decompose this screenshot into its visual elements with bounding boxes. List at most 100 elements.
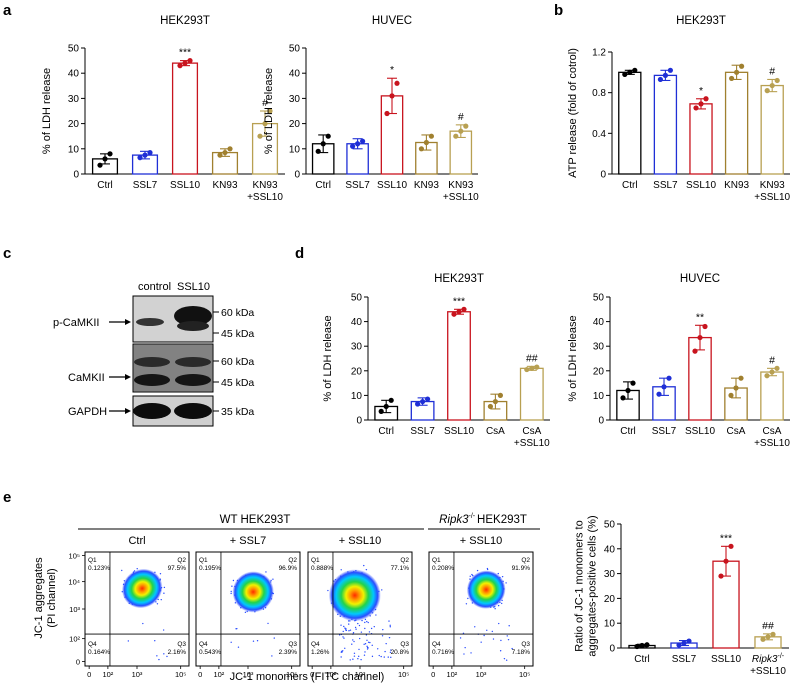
flow-event — [383, 656, 385, 658]
data-point — [774, 365, 780, 371]
flow-plot-title: + SSL10 — [460, 535, 503, 547]
category-label: SSL10 — [444, 426, 474, 437]
data-point — [738, 375, 744, 381]
flow-event — [160, 598, 162, 601]
y-tick-label: 30 — [604, 569, 616, 580]
significance-label: # — [262, 97, 268, 109]
chart-e-ratio: 0 10 20 30 40 50 Ratio of JC-1 monomers to aggr… — [574, 515, 789, 677]
flow-x-tick-label: 10⁵ — [519, 670, 530, 679]
flow-event — [163, 653, 165, 655]
flow-event — [364, 651, 366, 653]
flow-event — [162, 629, 165, 631]
bar — [689, 103, 713, 175]
category-label: SSL10 — [686, 180, 716, 191]
flow-event — [494, 608, 496, 610]
data-point — [686, 638, 692, 644]
ko-header: Ripk3-/- HEK293T — [439, 513, 527, 526]
ko-header-cell: HEK293T — [477, 514, 527, 526]
data-point — [692, 348, 698, 354]
flow-event — [381, 635, 384, 637]
data-point — [734, 69, 740, 75]
y-tick-label: 10 — [593, 391, 605, 402]
marker-c-60: 60 kDa — [221, 356, 254, 368]
data-point — [107, 151, 113, 157]
flow-plot-title: + SSL10 — [339, 535, 382, 547]
data-point — [657, 76, 664, 83]
y-tick-label: 40 — [593, 317, 605, 328]
flow-event — [142, 622, 144, 625]
flow-event — [327, 589, 329, 592]
significance-label: *** — [179, 47, 191, 59]
marker-p-60: 60 kDa — [221, 307, 254, 319]
significance-label: # — [769, 354, 775, 366]
chart-title: HUVEC — [680, 273, 720, 285]
data-point — [703, 96, 709, 102]
significance-label: ## — [526, 352, 538, 364]
category-label: KN93 — [760, 180, 785, 191]
data-point — [142, 152, 148, 158]
flow-event — [360, 631, 363, 633]
chart-d-huvec: HUVEC 0 10 20 30 40 50 % of LDH release Ctrl SSL7… — [567, 273, 790, 449]
y-tick-label: 10 — [289, 144, 301, 155]
data-point — [634, 643, 640, 650]
flow-event — [366, 639, 368, 641]
data-point — [227, 146, 233, 152]
flow-event — [499, 650, 502, 652]
marker-c-45: 45 kDa — [221, 377, 254, 389]
panel-label-e: e — [3, 489, 11, 506]
category-label: SSL7 — [653, 180, 678, 191]
y-axis-label: Ratio of JC-1 monomers to — [574, 520, 586, 651]
flow-event — [508, 625, 510, 627]
ko-header-gene: Ripk3 — [439, 514, 469, 526]
flow-ylabel-1: JC-1 aggregates — [33, 557, 45, 639]
wt-header: WT HEK293T — [220, 514, 291, 526]
quadrant-label: Q1 — [311, 557, 320, 564]
flow-event — [364, 627, 366, 630]
quadrant-percent: 0.164% — [88, 649, 110, 656]
category-label: SSL7 — [672, 654, 697, 665]
category-label: CsA — [727, 426, 746, 437]
marker-p-45: 45 kDa — [221, 328, 254, 340]
data-point — [262, 121, 268, 127]
flow-event — [340, 656, 342, 658]
flow-x-tick-label: 10³ — [132, 670, 143, 679]
data-point — [456, 309, 462, 315]
quadrant-percent: 0.195% — [199, 565, 221, 572]
data-point — [388, 397, 394, 403]
quadrant-label: Q4 — [432, 641, 441, 648]
y-axis-label: % of LDH release — [567, 315, 579, 401]
flow-event — [354, 626, 357, 629]
category-label: Ripk3-/- — [752, 653, 785, 665]
y-axis-label: ATP release (fold of cotrol) — [567, 48, 579, 178]
flow-event — [156, 603, 159, 605]
flow-event — [486, 629, 488, 632]
flow-event — [464, 646, 466, 649]
data-point — [723, 558, 729, 564]
flow-event — [272, 578, 274, 580]
data-point — [639, 642, 645, 649]
flow-event — [342, 630, 344, 633]
data-point — [693, 105, 699, 111]
y-axis-label: % of LDH release — [41, 68, 53, 154]
data-point — [698, 101, 704, 107]
data-point — [453, 133, 459, 139]
flow-event — [340, 624, 342, 626]
data-point — [739, 63, 745, 69]
quadrant-label: Q2 — [521, 557, 530, 564]
data-point — [534, 364, 540, 370]
category-label: CsA — [486, 426, 505, 437]
chart-title: HUVEC — [372, 15, 412, 27]
data-point — [666, 375, 672, 381]
flow-x-tick-label: 10⁵ — [398, 670, 409, 679]
y-tick-label: 0 — [73, 170, 79, 181]
flow-event — [273, 637, 275, 639]
flow-event — [364, 643, 367, 645]
category-label: +SSL10 — [514, 438, 550, 449]
quadrant-label: Q4 — [199, 641, 208, 648]
flow-event — [357, 622, 359, 625]
panel-label-a: a — [3, 2, 12, 19]
quadrant-percent: 0.123% — [88, 565, 110, 572]
data-point — [423, 139, 429, 146]
